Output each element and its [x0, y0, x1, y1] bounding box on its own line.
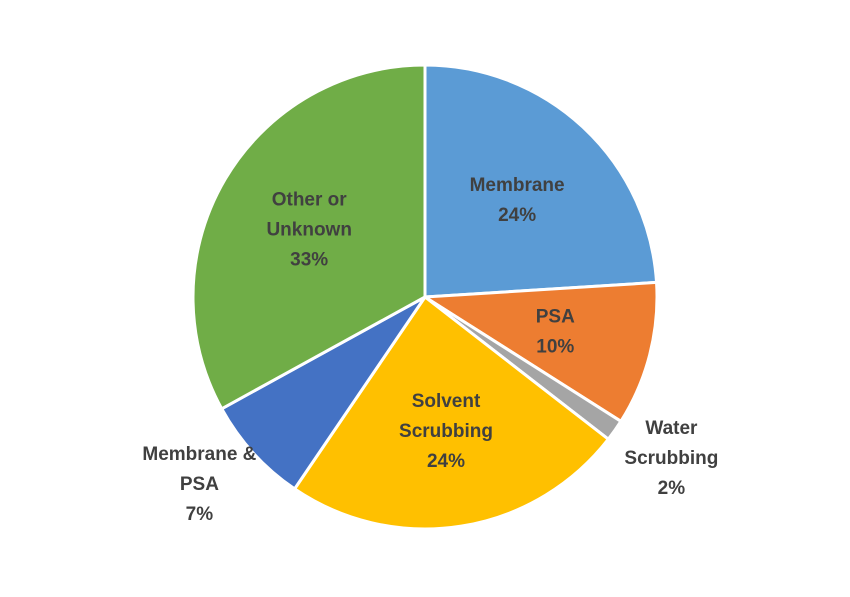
pie-slices: [191, 63, 659, 531]
pie-labels: Membrane 24% PSA 10% Water Scrubbing 2% Solvent…: [142, 175, 718, 525]
pie-slice-psa: [423, 280, 659, 423]
data-label-membrane-and-psa: Membrane & PSA 7%: [142, 444, 256, 525]
data-label-water-scrubbing: Water Scrubbing 2%: [624, 418, 718, 499]
pie-slice-membrane-and-psa: [220, 295, 427, 491]
data-label-solvent-scrubbing: Solvent Scrubbing 24%: [399, 391, 493, 472]
pie-slice-membrane: [423, 63, 659, 299]
pie-slice-solvent-scrubbing: [293, 295, 610, 531]
pie-slice-other-or-unknown: [191, 63, 427, 411]
data-label-psa: PSA 10%: [536, 307, 575, 358]
data-label-membrane: Membrane 24%: [470, 175, 565, 226]
data-label-other-or-unknown: Other or Unknown 33%: [266, 190, 352, 271]
